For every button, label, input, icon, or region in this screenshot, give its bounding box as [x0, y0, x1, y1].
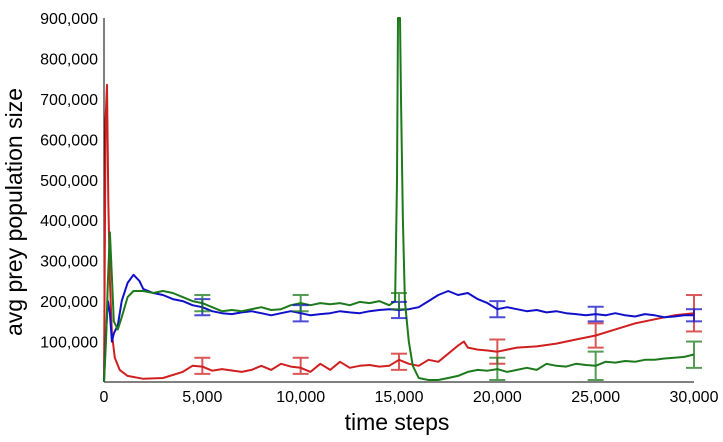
series-3-error-bar [686, 340, 702, 369]
series-1-error-bar [391, 352, 407, 371]
x-axis: 0 5,000 10,000 15,000 20,000 25,000 30,000 [100, 381, 719, 406]
x-axis-title: time steps [345, 409, 450, 435]
y-tick-label: 200,000 [40, 294, 98, 311]
y-tick-label: 600,000 [40, 132, 98, 149]
x-tick-label: 15,000 [375, 389, 424, 406]
series-1-error-bar [587, 322, 604, 349]
y-tick-label: 800,000 [40, 51, 98, 68]
y-axis-title: avg prey population size [1, 88, 27, 336]
y-tick-label: 900,000 [40, 11, 98, 28]
series-3-line [103, 17, 695, 383]
series-2-line [103, 273, 694, 383]
y-tick-label: 100,000 [40, 335, 98, 352]
series-3-error-bar [489, 356, 506, 381]
series-3-error-bar [587, 350, 604, 381]
series-2-error-bar [686, 308, 702, 323]
series-1-error-bar [292, 356, 309, 375]
x-tick-label: 20,000 [473, 389, 522, 406]
error-bar-layer [194, 292, 702, 381]
x-tick-label: 0 [100, 389, 109, 406]
series-3-error-bar [391, 292, 407, 311]
series-3-error-bar [194, 294, 211, 313]
series-1-error-bar [194, 356, 211, 375]
x-tick-label: 10,000 [276, 389, 325, 406]
x-tick-label: 25,000 [571, 389, 620, 406]
x-tick-label: 5,000 [182, 389, 222, 406]
y-tick-label: 500,000 [40, 173, 98, 190]
y-tick-label: 400,000 [40, 213, 98, 230]
series-2-error-bar [587, 305, 604, 323]
series-layer [103, 17, 695, 383]
x-tick-label: 30,000 [670, 389, 719, 406]
y-axis: 100,000 200,000 300,000 400,000 500,000 600,0… [40, 11, 105, 382]
series-2-error-bar [489, 300, 506, 319]
series-1-line [103, 83, 695, 383]
series-3-error-bar [292, 294, 309, 313]
y-tick-label: 700,000 [40, 92, 98, 109]
y-tick-label: 300,000 [40, 254, 98, 271]
